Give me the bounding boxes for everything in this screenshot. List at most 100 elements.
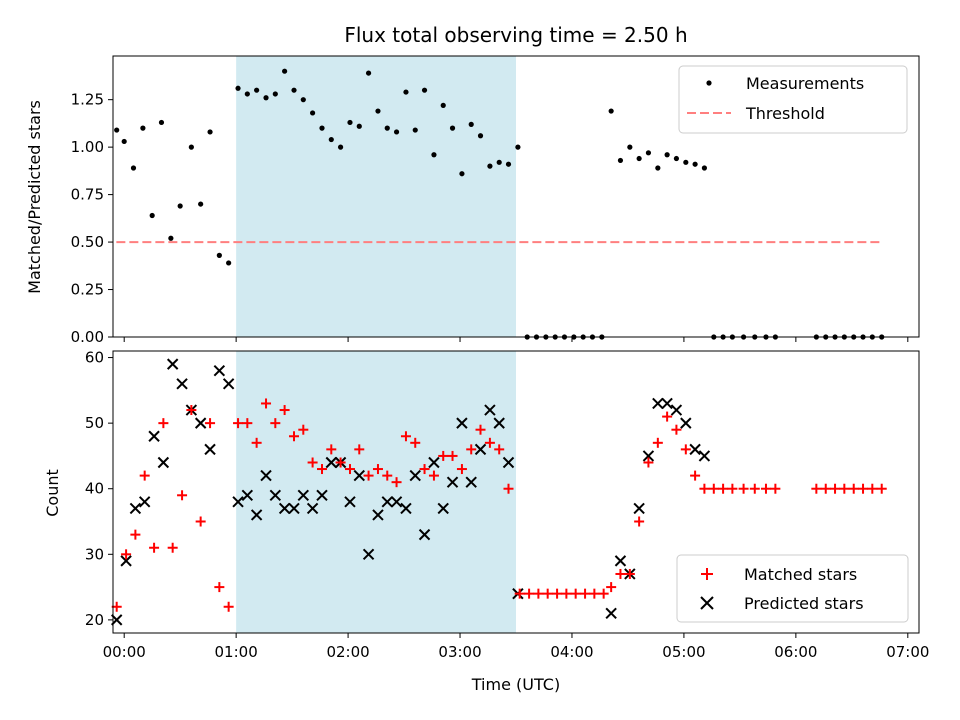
matched-star-point [317, 464, 328, 475]
matched-star-point [867, 483, 878, 494]
predicted-star-point [204, 443, 216, 456]
matched-star-point [811, 483, 822, 494]
measurement-point [487, 163, 493, 169]
predicted-star-point [148, 430, 160, 442]
matched-star-point [690, 470, 701, 481]
predicted-star-point [306, 502, 319, 515]
matched-star-point [760, 483, 771, 494]
measurement-point [440, 102, 446, 108]
measurement-point [177, 203, 183, 209]
matched-star-point [372, 464, 383, 475]
predicted-star-point [652, 397, 664, 410]
top-y-tick-label: 0.00 [71, 328, 104, 346]
chart-title: Flux total observing time = 2.50 h [344, 23, 687, 47]
predicted-star-point [176, 378, 188, 390]
bottom-x-tick-label: 01:00 [215, 643, 258, 661]
predicted-star-point [222, 378, 235, 390]
predicted-star-point [250, 509, 263, 521]
matched-star-point [270, 418, 281, 429]
matched-star-point [205, 418, 216, 429]
measurement-point [673, 155, 680, 162]
measurement-point [356, 123, 362, 129]
measurement-point [309, 110, 316, 116]
bottom-y-tick-label: 30 [85, 545, 104, 563]
bottom-plot-frame [112, 350, 920, 634]
predicted-star-point [661, 397, 673, 410]
measurement-point [244, 91, 250, 97]
matched-star-point [475, 424, 486, 435]
measurement-point [617, 157, 624, 164]
matched-star-point [307, 457, 318, 468]
bottom-legend: Matched stars Predicted stars [676, 554, 909, 623]
measurement-point [300, 97, 306, 103]
matched-star-point [738, 483, 749, 494]
matched-star-point [242, 418, 253, 429]
predicted-star-point [353, 469, 365, 482]
matched-star-point [699, 483, 710, 494]
matched-star-point [363, 470, 374, 481]
measurement-point [477, 133, 484, 139]
matched-star-point [438, 450, 449, 461]
measurement-point [158, 119, 165, 126]
measurement-point [393, 129, 400, 135]
predicted-star-point [241, 489, 254, 501]
bottom-x-tick-label: 02:00 [326, 643, 369, 661]
predicted-star-point [129, 502, 142, 515]
predicted-star-point [288, 502, 300, 515]
measurement-point [198, 201, 204, 207]
predicted-star-point [605, 607, 617, 620]
predicted-star-point [278, 502, 291, 515]
predicted-star-point [418, 528, 431, 541]
matched-star-point [514, 588, 525, 599]
top-y-tick-label: 1.00 [71, 138, 104, 156]
observing-window-shade-top [236, 56, 516, 337]
matched-star-point [177, 490, 188, 501]
matched-star-point [542, 588, 553, 599]
measurement-point [140, 125, 146, 131]
matched-star-point [139, 470, 150, 481]
measurement-point [291, 87, 297, 93]
matched-star-point [484, 437, 495, 448]
measurement-point [692, 161, 698, 167]
measurement-point [627, 144, 633, 150]
matched-star-point [570, 588, 581, 599]
predicted-star-point [409, 469, 421, 482]
measurement-point [403, 89, 409, 95]
legend-predicted-label: Predicted stars [744, 594, 864, 613]
measurement-point [449, 125, 456, 131]
predicted-star-point [484, 404, 496, 416]
matched-star-point [680, 444, 691, 455]
matched-star-point [749, 483, 760, 494]
measurement-point [664, 152, 670, 158]
predicted-star-point [698, 450, 711, 462]
measurement-point [328, 136, 334, 143]
legend-threshold-label: Threshold [745, 104, 825, 123]
measurement-point [235, 85, 241, 91]
measurement-point [655, 165, 661, 171]
measurement-point [515, 144, 521, 150]
bottom-y-axis-label: Count [43, 469, 62, 517]
predicted-star-point [614, 555, 627, 567]
matched-star-point [561, 588, 572, 599]
measurement-point [130, 165, 137, 171]
measurement-point [636, 155, 642, 162]
legend-predicted-marker [700, 596, 714, 610]
predicted-star-point [325, 456, 337, 469]
predicted-star-point [689, 443, 701, 456]
matched-star-point [643, 457, 654, 468]
matched-star-point [158, 418, 169, 429]
predicted-star-point [390, 496, 403, 508]
measurement-point [319, 125, 325, 131]
measurement-point [431, 152, 437, 158]
measurement-point [421, 87, 428, 93]
measurement-point [272, 91, 278, 97]
matched-star-point [718, 483, 729, 494]
matched-star-point [671, 424, 682, 435]
matched-star-point [830, 483, 841, 494]
matched-star-point [289, 431, 300, 442]
matched-star-point [419, 464, 430, 475]
matched-star-point [223, 601, 234, 612]
bottom-legend-box [676, 554, 909, 623]
matched-star-point [298, 424, 309, 435]
